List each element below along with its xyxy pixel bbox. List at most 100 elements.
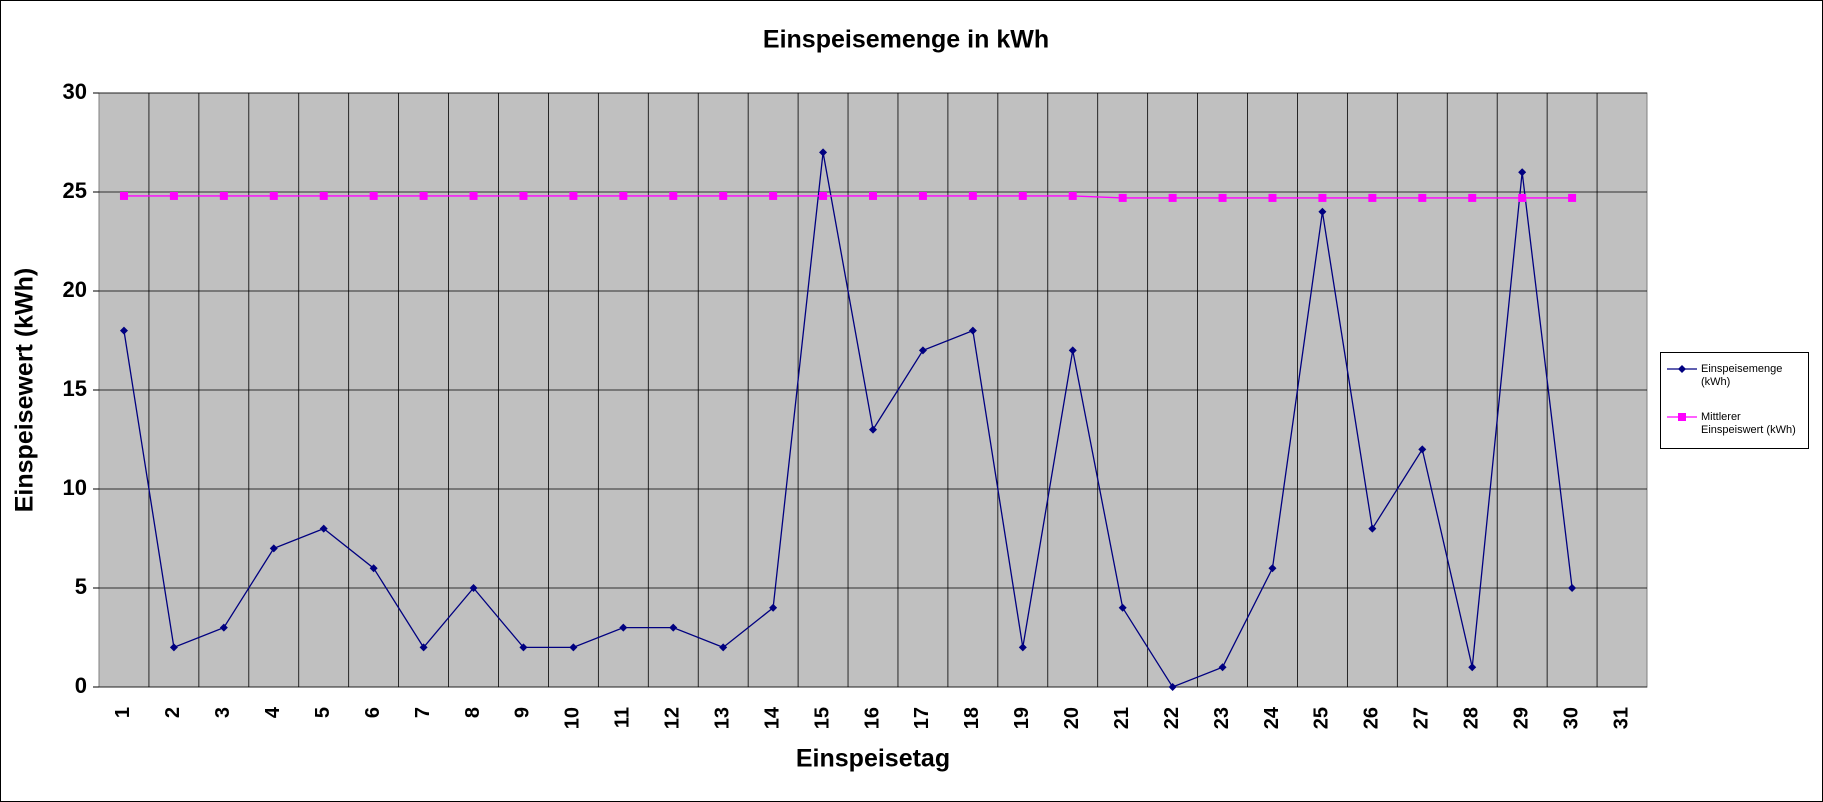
y-tick-label: 30: [63, 79, 87, 104]
data-point: [1268, 564, 1277, 573]
data-point: [169, 191, 178, 200]
data-point: [769, 191, 778, 200]
data-point: [1068, 191, 1077, 200]
data-point: [1368, 524, 1377, 533]
data-point: [918, 191, 927, 200]
x-tick-label: 26: [1361, 707, 1383, 729]
data-point: [469, 584, 478, 592]
data-point: [869, 425, 877, 434]
data-point: [1168, 193, 1177, 202]
data-point: [569, 191, 578, 200]
data-point: [1468, 193, 1477, 202]
data-point: [369, 564, 378, 573]
x-tick-label: 5: [312, 707, 334, 718]
data-point: [869, 191, 877, 200]
data-point: [1568, 193, 1577, 202]
x-tick-label: 20: [1061, 707, 1083, 729]
x-tick-label: 8: [462, 707, 484, 718]
data-point: [1368, 193, 1377, 202]
chart-title: Einspeisemenge in kWh: [763, 26, 1049, 54]
x-tick-label: 4: [262, 706, 284, 718]
data-point: [469, 191, 478, 200]
x-tick-label: 7: [412, 707, 434, 718]
y-tick-label: 15: [63, 376, 87, 401]
x-tick-label: 27: [1411, 707, 1433, 729]
x-tick-label: 9: [512, 707, 534, 718]
data-point: [719, 191, 728, 200]
data-point: [1068, 346, 1077, 355]
x-tick-label: 24: [1261, 706, 1283, 729]
legend-label: Einspeisemenge (kWh): [1701, 363, 1783, 388]
y-tick-label: 20: [63, 277, 87, 302]
data-point: [369, 191, 378, 200]
x-tick-label: 23: [1211, 707, 1233, 729]
x-tick-label: 6: [362, 707, 384, 718]
x-tick-label: 19: [1011, 707, 1033, 729]
x-tick-label: 21: [1111, 707, 1133, 729]
x-tick-label: 2: [162, 707, 184, 718]
data-point: [619, 623, 628, 632]
y-tick-label: 5: [75, 574, 87, 599]
x-tick-label: 3: [212, 707, 234, 718]
data-point: [1218, 663, 1227, 672]
data-point: [419, 643, 428, 652]
data-point: [1468, 663, 1477, 672]
x-axis-label: Einspeisetag: [796, 745, 950, 773]
data-point: [1418, 193, 1427, 202]
data-point: [1118, 603, 1127, 612]
legend-label: Mittlerer Einspeiswert (kWh): [1701, 411, 1796, 436]
x-tick-label: 15: [811, 707, 833, 729]
x-tick-label: 29: [1510, 707, 1532, 729]
data-point: [968, 191, 977, 200]
x-tick-label: 11: [612, 707, 634, 728]
data-point: [1568, 584, 1577, 592]
x-tick-label: 18: [961, 707, 983, 729]
x-tick-label: 28: [1461, 707, 1483, 729]
data-point: [419, 191, 428, 200]
data-point: [1018, 643, 1027, 652]
data-point: [569, 643, 578, 652]
data-point: [269, 191, 278, 200]
data-point: [519, 191, 528, 200]
x-tick-label: 12: [662, 707, 684, 729]
data-point: [1168, 683, 1177, 691]
data-point: [1018, 191, 1027, 200]
y-axis-label: Einspeisewert (kWh): [11, 268, 39, 513]
data-point: [1418, 445, 1427, 454]
x-tick-label: 13: [711, 707, 733, 729]
x-tick-label: 31: [1610, 707, 1632, 729]
y-tick-label: 10: [63, 475, 87, 500]
x-tick-label: 10: [562, 707, 584, 729]
data-point: [719, 643, 728, 652]
y-tick-label: 0: [75, 673, 87, 698]
data-point: [319, 191, 328, 200]
data-point: [669, 623, 678, 632]
data-point: [819, 148, 828, 157]
data-point: [269, 544, 278, 553]
data-point: [968, 326, 977, 335]
data-point: [619, 191, 628, 200]
data-point: [769, 603, 778, 612]
data-point: [169, 643, 178, 652]
x-tick-label: 30: [1560, 707, 1582, 729]
data-point: [219, 623, 228, 632]
data-point: [1318, 207, 1327, 216]
data-point: [918, 346, 927, 355]
x-tick-label: 1: [112, 707, 134, 718]
data-point: [1268, 193, 1277, 202]
x-tick-label: 17: [911, 707, 933, 729]
data-point: [1318, 193, 1327, 202]
series-line: [123, 195, 1573, 199]
data-point: [819, 191, 828, 200]
data-point: [1518, 168, 1527, 177]
x-tick-label: 22: [1161, 707, 1183, 729]
x-tick-label: 14: [761, 706, 783, 729]
data-point: [519, 643, 528, 652]
legend-swatch: [1667, 413, 1697, 421]
data-point: [119, 191, 128, 200]
x-tick-label: 16: [861, 707, 883, 729]
legend-swatch: [1667, 365, 1697, 373]
data-point: [119, 326, 128, 335]
